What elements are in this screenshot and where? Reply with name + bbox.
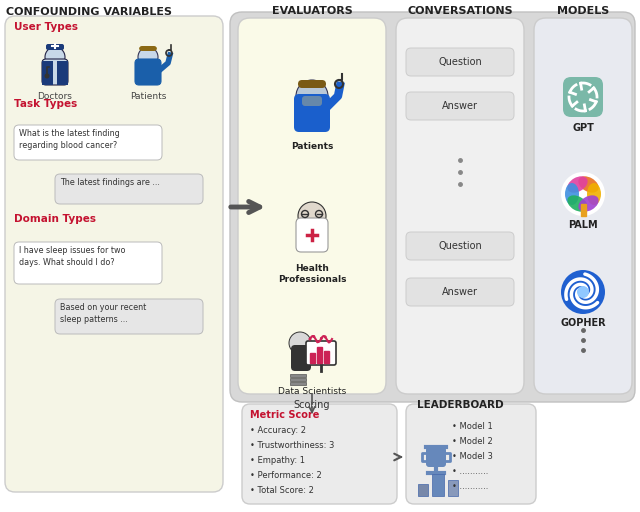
FancyBboxPatch shape <box>298 80 326 88</box>
Ellipse shape <box>587 183 601 205</box>
Bar <box>310 353 315 363</box>
Text: Doctors: Doctors <box>38 92 72 101</box>
Bar <box>290 378 306 381</box>
Text: Patients: Patients <box>291 142 333 151</box>
Text: GOPHER: GOPHER <box>560 318 606 328</box>
FancyBboxPatch shape <box>306 341 336 365</box>
Text: Metric Score: Metric Score <box>250 410 319 420</box>
Text: • Trustworthiness: 3: • Trustworthiness: 3 <box>250 441 334 450</box>
Text: Domain Types: Domain Types <box>14 214 96 224</box>
Text: The latest findings are ...: The latest findings are ... <box>60 178 160 187</box>
Bar <box>290 382 306 385</box>
Circle shape <box>289 332 311 354</box>
Circle shape <box>320 337 323 340</box>
Text: LEADERBOARD: LEADERBOARD <box>417 400 503 410</box>
Text: I have sleep issues for two
days. What should I do?: I have sleep issues for two days. What s… <box>19 246 125 267</box>
Circle shape <box>298 202 326 230</box>
FancyBboxPatch shape <box>406 92 514 120</box>
Circle shape <box>316 340 319 343</box>
FancyBboxPatch shape <box>406 48 514 76</box>
Text: • ...........: • ........... <box>452 482 488 491</box>
Circle shape <box>45 47 65 67</box>
Circle shape <box>577 286 589 298</box>
Text: • Model 2: • Model 2 <box>452 437 493 446</box>
Text: MODELS: MODELS <box>557 6 609 16</box>
Bar <box>324 351 329 363</box>
FancyBboxPatch shape <box>5 16 223 492</box>
Bar <box>317 347 322 363</box>
Text: • Accuracy: 2: • Accuracy: 2 <box>250 426 306 435</box>
Bar <box>448 480 458 496</box>
Text: EVALUATORS: EVALUATORS <box>271 6 353 16</box>
Text: Task Types: Task Types <box>14 99 77 109</box>
Bar <box>580 204 586 216</box>
FancyBboxPatch shape <box>46 44 64 50</box>
Circle shape <box>324 335 326 338</box>
Text: Patients: Patients <box>130 92 166 101</box>
Circle shape <box>312 335 316 338</box>
Text: • ...........: • ........... <box>452 467 488 476</box>
FancyBboxPatch shape <box>139 46 157 51</box>
Text: PALM: PALM <box>568 220 598 230</box>
Ellipse shape <box>565 183 579 205</box>
FancyBboxPatch shape <box>291 345 311 371</box>
Circle shape <box>138 47 158 67</box>
FancyBboxPatch shape <box>302 96 322 106</box>
FancyBboxPatch shape <box>230 12 635 402</box>
Circle shape <box>45 74 49 78</box>
Text: Scoring: Scoring <box>294 400 330 410</box>
Text: Health
Professionals: Health Professionals <box>278 264 346 284</box>
Text: What is the latest finding
regarding blood cancer?: What is the latest finding regarding blo… <box>19 129 120 150</box>
FancyBboxPatch shape <box>14 242 162 284</box>
Text: Question: Question <box>438 57 482 67</box>
FancyBboxPatch shape <box>563 77 603 117</box>
FancyBboxPatch shape <box>534 18 632 394</box>
FancyBboxPatch shape <box>135 59 161 85</box>
Ellipse shape <box>579 176 598 193</box>
Polygon shape <box>57 61 68 85</box>
Text: Question: Question <box>438 241 482 251</box>
Text: Answer: Answer <box>442 101 478 111</box>
Ellipse shape <box>567 196 588 211</box>
Text: Answer: Answer <box>442 287 478 297</box>
Text: • Model 1: • Model 1 <box>452 422 493 431</box>
FancyBboxPatch shape <box>426 447 446 467</box>
Circle shape <box>308 337 312 340</box>
Bar <box>290 374 306 377</box>
FancyBboxPatch shape <box>396 18 524 394</box>
Text: Based on your recent
sleep patterns ...: Based on your recent sleep patterns ... <box>60 303 147 324</box>
Text: • Empathy: 1: • Empathy: 1 <box>250 456 305 465</box>
Text: User Types: User Types <box>14 22 78 32</box>
Polygon shape <box>42 61 53 85</box>
Ellipse shape <box>567 176 588 193</box>
FancyBboxPatch shape <box>55 174 203 204</box>
FancyBboxPatch shape <box>406 404 536 504</box>
FancyBboxPatch shape <box>294 94 330 132</box>
FancyBboxPatch shape <box>14 125 162 160</box>
FancyBboxPatch shape <box>55 299 203 334</box>
Text: • Performance: 2: • Performance: 2 <box>250 471 322 480</box>
Ellipse shape <box>579 196 598 211</box>
Text: GPT: GPT <box>572 123 594 133</box>
Circle shape <box>561 172 605 216</box>
FancyBboxPatch shape <box>242 404 397 504</box>
FancyBboxPatch shape <box>406 232 514 260</box>
Circle shape <box>561 270 605 314</box>
Circle shape <box>296 80 328 112</box>
Text: • Total Score: 2: • Total Score: 2 <box>250 486 314 495</box>
FancyBboxPatch shape <box>238 18 386 394</box>
Text: • Model 3: • Model 3 <box>452 452 493 461</box>
Text: CONVERSATIONS: CONVERSATIONS <box>407 6 513 16</box>
FancyBboxPatch shape <box>296 218 328 252</box>
Text: CONFOUNDING VARIABLES: CONFOUNDING VARIABLES <box>6 7 172 17</box>
Bar <box>432 474 444 496</box>
Circle shape <box>328 340 330 344</box>
Bar <box>418 484 428 496</box>
FancyBboxPatch shape <box>406 278 514 306</box>
FancyBboxPatch shape <box>42 59 68 85</box>
Text: Data Scientists: Data Scientists <box>278 387 346 396</box>
